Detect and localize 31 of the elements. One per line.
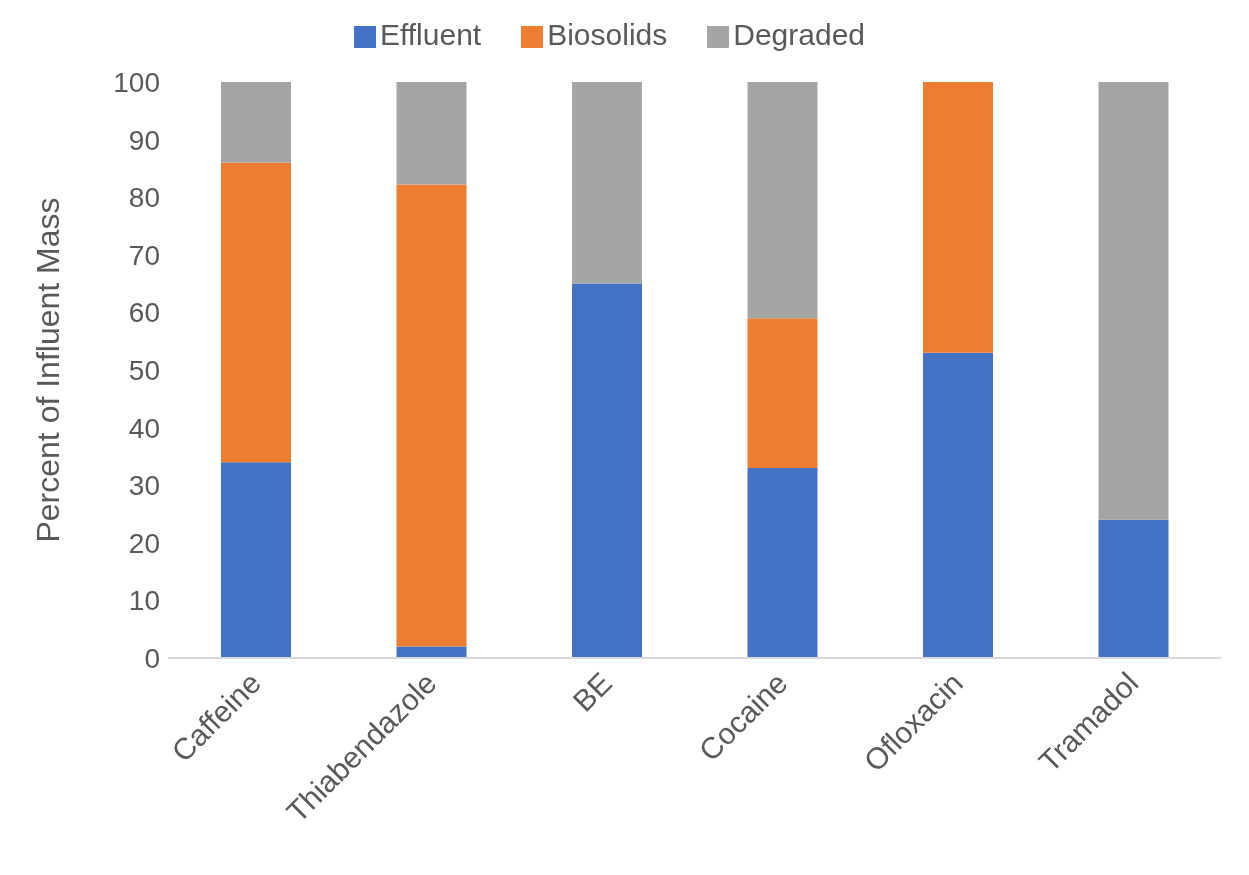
y-tick-label: 40	[128, 412, 160, 444]
bar	[221, 82, 291, 163]
legend-label: Degraded	[733, 18, 866, 51]
bar	[572, 283, 642, 658]
bar	[396, 82, 467, 185]
bar	[1098, 519, 1169, 658]
y-tick-label: 90	[128, 124, 160, 156]
bar	[1098, 82, 1169, 520]
y-axis-title: Percent of Influent Mass	[30, 197, 67, 543]
y-tick-label: 20	[128, 527, 160, 559]
bar	[221, 162, 291, 463]
bar	[396, 646, 467, 658]
bar	[747, 82, 818, 319]
bar	[396, 184, 467, 647]
legend-label: Effluent	[379, 18, 482, 51]
y-tick-label: 30	[128, 470, 160, 502]
y-tick-label: 70	[128, 239, 160, 271]
bar	[923, 352, 993, 658]
y-tick-label: 10	[128, 585, 160, 617]
y-tick-label: 60	[128, 297, 160, 329]
y-tick-label: 50	[128, 354, 160, 386]
y-tick-label: 80	[128, 182, 160, 214]
legend-label: Biosolids	[547, 18, 668, 51]
bar	[747, 467, 818, 658]
bar	[572, 82, 642, 284]
y-tick-label: 100	[113, 66, 160, 98]
bar	[923, 82, 993, 353]
y-tick-label: 0	[144, 642, 160, 674]
x-tick-label: BE	[566, 665, 619, 718]
bar	[221, 462, 291, 658]
bar	[747, 318, 818, 468]
